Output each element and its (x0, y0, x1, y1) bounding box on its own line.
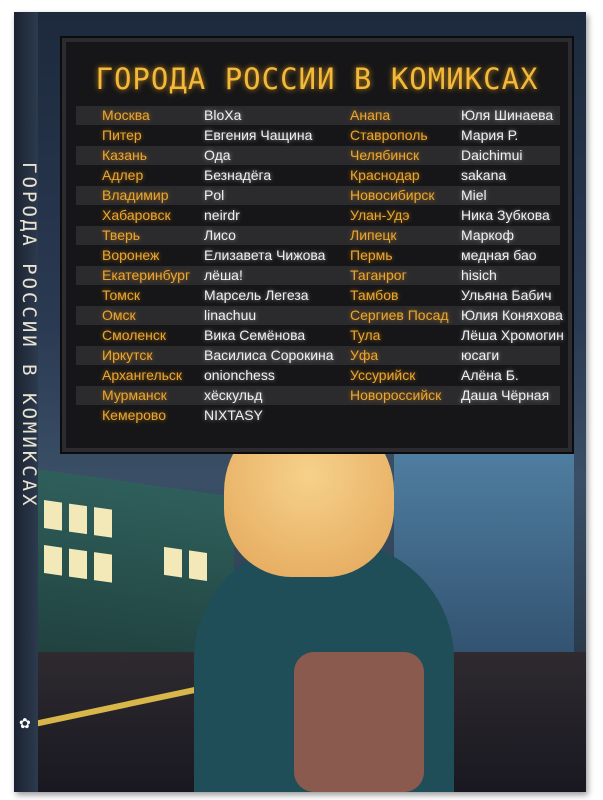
board-row: Мурманск хёскульд Новороссийск Даша Чёрная (76, 386, 560, 405)
city-name: Улан-Удэ (350, 207, 410, 223)
city-name: Кемерово (102, 407, 166, 423)
board-row: Тверь Лисо Липецк Маркоф (76, 226, 560, 245)
author-name: Daichimui (461, 147, 523, 163)
city-name: Тверь (102, 227, 141, 243)
city-name: Адлер (102, 167, 144, 183)
author-name: Елизавета Чижова (204, 247, 326, 263)
city-name: Мурманск (102, 387, 167, 403)
city-name: Иркутск (102, 347, 153, 363)
author-name: хёскульд (204, 387, 263, 403)
city-name: Владимир (102, 187, 169, 203)
city-name: Тамбов (350, 287, 399, 303)
train-window (69, 548, 87, 580)
city-name: Тула (350, 327, 381, 343)
author-name: Miel (461, 187, 487, 203)
board-row: Иркутск Василиса Сорокина Уфа юсаги (76, 346, 560, 365)
city-name: Ставрополь (350, 127, 428, 143)
train-window (44, 545, 62, 576)
author-name: neirdr (204, 207, 240, 223)
board-row: Казань Ода Челябинск Daichimui (76, 146, 560, 165)
city-name: Москва (102, 107, 150, 123)
publisher-logo-icon: ✿ (19, 716, 31, 732)
author-name: Евгения Чащина (204, 127, 313, 143)
city-name: Краснодар (350, 167, 420, 183)
city-name: Хабаровск (102, 207, 171, 223)
city-name: Анапа (350, 107, 391, 123)
board-row: Смоленск Вика Семёнова Тула Лёша Хромогин (76, 326, 564, 345)
board-row: Екатеринбург лёша! Таганрог hisich (76, 266, 560, 285)
author-name: Василиса Сорокина (204, 347, 334, 363)
city-name: Архангельск (102, 367, 183, 383)
city-name: Воронеж (102, 247, 160, 263)
train-window (94, 507, 112, 538)
city-name: Сергиев Посад (350, 307, 449, 323)
city-name: Екатеринбург (102, 267, 191, 283)
author-name: Ника Зубкова (461, 207, 550, 223)
board-row: Томск Марсель Легеза Тамбов Ульяна Бабич (76, 286, 560, 305)
train-window (69, 503, 87, 535)
board-row: Москва BloXa Анапа Юля Шинаева (76, 106, 560, 125)
author-name: Ода (204, 147, 231, 163)
author-name: Юлия Коняхова (461, 307, 563, 323)
city-name: Уфа (350, 347, 379, 363)
spine-title: ГОРОДА РОССИИ В КОМИКСАХ (18, 162, 40, 509)
city-name: Новосибирск (350, 187, 435, 203)
author-name: Маркоф (461, 227, 514, 243)
author-name: Безнадёга (204, 167, 272, 183)
author-name: Pol (204, 187, 225, 203)
author-name: Лисо (204, 227, 236, 243)
train-window (189, 550, 207, 581)
train-window (44, 500, 62, 531)
author-name: Марсель Легеза (204, 287, 309, 303)
author-name: Мария Р. (461, 127, 519, 143)
city-name: Уссурийск (350, 367, 416, 383)
board-row: Питер Евгения Чащина Ставрополь Мария Р. (76, 126, 560, 145)
author-name: BloXa (204, 107, 242, 123)
author-name: linachuu (204, 307, 257, 323)
board-row: Воронеж Елизавета Чижова Пермь медная бао (76, 246, 560, 265)
city-name: Смоленск (102, 327, 167, 343)
city-name: Челябинск (350, 147, 420, 163)
train-window (164, 546, 182, 578)
book-cover: ГОРОДА РОССИИ В КОМИКСАХ ✿ ГОРОДА РОССИИ… (14, 12, 586, 792)
author-name: лёша! (204, 267, 243, 283)
author-name: NIXTASY (204, 407, 263, 423)
departure-board: ГОРОДА РОССИИ В КОМИКСАХ Москва BloXa Анап… (62, 38, 572, 452)
book-title: ГОРОДА РОССИИ В КОМИКСАХ (95, 62, 539, 96)
board-row: Владимир Pol Новосибирск Miel (76, 186, 560, 205)
city-name: Липецк (350, 227, 397, 243)
author-name: Вика Семёнова (204, 327, 306, 343)
board-row: Кемерово NIXTASY (76, 406, 560, 425)
city-name: Питер (102, 127, 142, 143)
board-row: Архангельск onionchess Уссурийск Алёна Б. (76, 366, 560, 385)
board-row: Омск linachuu Сергиев Посад Юлия Коняхова (76, 306, 563, 325)
author-name: Лёша Хромогин (461, 327, 564, 343)
board-row: Хабаровск neirdr Улан-Удэ Ника Зубкова (76, 206, 560, 225)
train-window (94, 552, 112, 583)
city-name: Казань (102, 147, 148, 163)
author-name: медная бао (461, 247, 537, 263)
city-name: Пермь (350, 247, 393, 263)
author-name: onionchess (204, 367, 275, 383)
author-name: Даша Чёрная (461, 387, 550, 403)
board-row: Адлер Безнадёга Краснодар sakana (76, 166, 560, 185)
author-name: Юля Шинаева (461, 107, 554, 123)
author-name: hisich (461, 267, 497, 283)
city-name: Томск (102, 287, 140, 303)
author-name: Ульяна Бабич (461, 287, 552, 303)
book-spine: ГОРОДА РОССИИ В КОМИКСАХ ✿ (14, 12, 40, 792)
city-name: Таганрог (350, 267, 407, 283)
city-name: Омск (102, 307, 136, 323)
city-name: Новороссийск (350, 387, 442, 403)
backpack-illustration (294, 652, 424, 792)
author-name: Алёна Б. (461, 367, 519, 383)
author-name: юсаги (461, 347, 500, 363)
author-name: sakana (461, 167, 507, 183)
